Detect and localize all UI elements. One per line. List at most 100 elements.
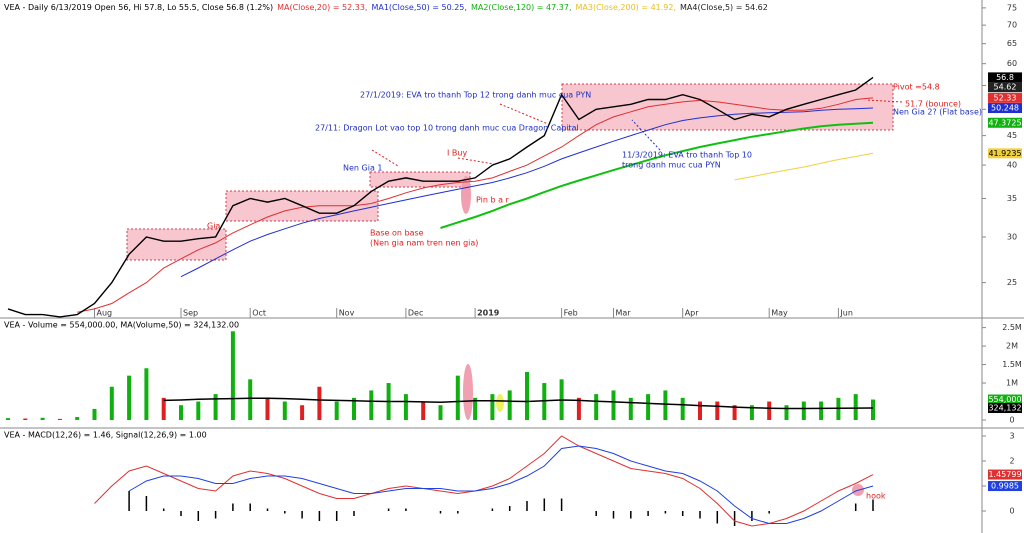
price-tag: [988, 469, 1022, 480]
volume-bar: [732, 405, 737, 420]
price-tag-label: 56.8: [996, 73, 1014, 82]
y-tick-label: 1.5M: [1002, 360, 1022, 369]
volume-bar: [715, 401, 720, 420]
arrow: [371, 149, 399, 167]
volume-bar: [490, 394, 495, 420]
header-item: MA(Close,20) = 52.33,: [277, 3, 367, 12]
annotation: Nen Gia 1: [343, 164, 382, 173]
volume-bar: [179, 405, 183, 420]
macd-line: [128, 445, 874, 524]
x-tick-label: Sep: [183, 309, 198, 318]
y-tick-label: 70: [1007, 21, 1017, 30]
volume-bar: [698, 401, 702, 420]
y-tick-label: 45: [1007, 131, 1017, 140]
annotation: Pin b a r: [476, 196, 510, 205]
header-item: MA4(Close,5) = 54.62: [680, 3, 768, 12]
x-tick-label: Mar: [616, 309, 632, 318]
volume-bar: [819, 401, 824, 420]
header-title: VEA - Daily 6/13/2019 Open 56, Hi 57.8, …: [4, 3, 273, 12]
annotation: (Nen gia nam tren nen gia): [370, 239, 478, 248]
y-tick-label: 0: [1009, 416, 1014, 425]
volume-bar: [300, 405, 305, 420]
volume-bar: [455, 375, 460, 420]
price-tag: [988, 92, 1022, 103]
y-tick-label: 35: [1007, 194, 1017, 203]
volume-bar: [594, 394, 599, 420]
y-tick-label: 2M: [1006, 342, 1018, 351]
header-item: MA2(Close,120) = 47.37,: [471, 3, 572, 12]
volume-bar: [352, 397, 356, 420]
price-tag: [988, 394, 1022, 405]
volume-bar: [127, 375, 132, 420]
volume-bar: [75, 417, 80, 420]
y-tick-label: 0: [1009, 507, 1014, 516]
price-line: [7, 76, 874, 318]
price-tag: [988, 148, 1022, 159]
price-tag-label: 54.62: [994, 83, 1017, 92]
volume-ma-line: [163, 397, 874, 410]
annotation: 11/3/2019: EVA tro thanh Top 10: [622, 151, 752, 160]
x-tick-label: 2019: [477, 309, 500, 318]
panel-header: VEA - MACD(12,26) = 1.46, Signal(12,26,9…: [4, 431, 207, 440]
ma-line: [440, 121, 874, 229]
price-tag-label: 41.9235: [988, 149, 1021, 158]
y-tick-label: 30: [1007, 233, 1017, 242]
y-tick-label: 25: [1007, 278, 1017, 287]
volume-bar: [680, 397, 685, 420]
x-tick-label: Oct: [252, 309, 266, 318]
price-tag-label: 47.3725: [988, 118, 1021, 127]
price-tag-label: 554,000: [988, 395, 1021, 404]
price-tag-label: 324,132: [988, 404, 1021, 413]
volume-bar: [57, 418, 62, 420]
x-tick-label: Nov: [339, 309, 355, 318]
x-tick-label: May: [771, 309, 788, 318]
volume-bar: [282, 401, 287, 420]
ma-line: [734, 152, 874, 181]
price-tag-label: 1.45799: [988, 470, 1021, 479]
volume-bar: [248, 379, 253, 420]
ma-line: [180, 107, 874, 278]
price-tag: [988, 403, 1022, 414]
price-tag: [988, 117, 1022, 128]
annotation: trong danh muc cua PYN: [622, 161, 721, 170]
y-tick-label: 2.5M: [1002, 323, 1022, 332]
volume-bar: [92, 408, 97, 420]
volume-bar: [611, 390, 616, 420]
volume-bar: [144, 368, 149, 420]
x-tick-label: Aug: [97, 309, 113, 318]
pin-bar-highlight: [461, 176, 471, 214]
volume-bar: [438, 405, 443, 420]
volume-bar: [196, 401, 201, 420]
volume-bar: [871, 399, 875, 420]
arrow: [499, 103, 549, 125]
price-tag: [988, 72, 1022, 83]
volume-bar: [230, 331, 235, 420]
volume-bar: [663, 390, 668, 420]
annotation: Nen Gia 2? (Flat base): [893, 108, 982, 117]
price-tag-label: 52.33: [994, 93, 1017, 102]
volume-highlight: [496, 394, 504, 412]
base-box: [561, 83, 894, 131]
volume-bar: [646, 394, 651, 420]
x-tick-label: Dec: [408, 309, 423, 318]
annotation: hook: [866, 492, 886, 501]
x-tick-label: Feb: [564, 309, 578, 318]
price-tag: [988, 82, 1022, 93]
volume-bar: [576, 397, 581, 420]
volume-bar: [369, 390, 374, 420]
price-tag-label: 0.9985: [991, 482, 1019, 491]
volume-bar: [801, 401, 806, 420]
panel-header: VEA - Volume = 554,000.00, MA(Volume,50)…: [4, 321, 239, 330]
volume-highlight: [463, 364, 473, 420]
y-tick-label: 65: [1007, 39, 1017, 48]
volume-bar: [421, 401, 426, 420]
volume-bar: [507, 390, 512, 420]
volume-bar: [853, 394, 858, 420]
volume-bar: [23, 418, 28, 420]
price-tag: [988, 481, 1022, 492]
y-tick-label: 60: [1007, 59, 1017, 68]
header-item: MA1(Close,50) = 50.25,: [371, 3, 466, 12]
y-tick-label: 2: [1009, 457, 1014, 466]
volume-bar: [109, 386, 114, 420]
